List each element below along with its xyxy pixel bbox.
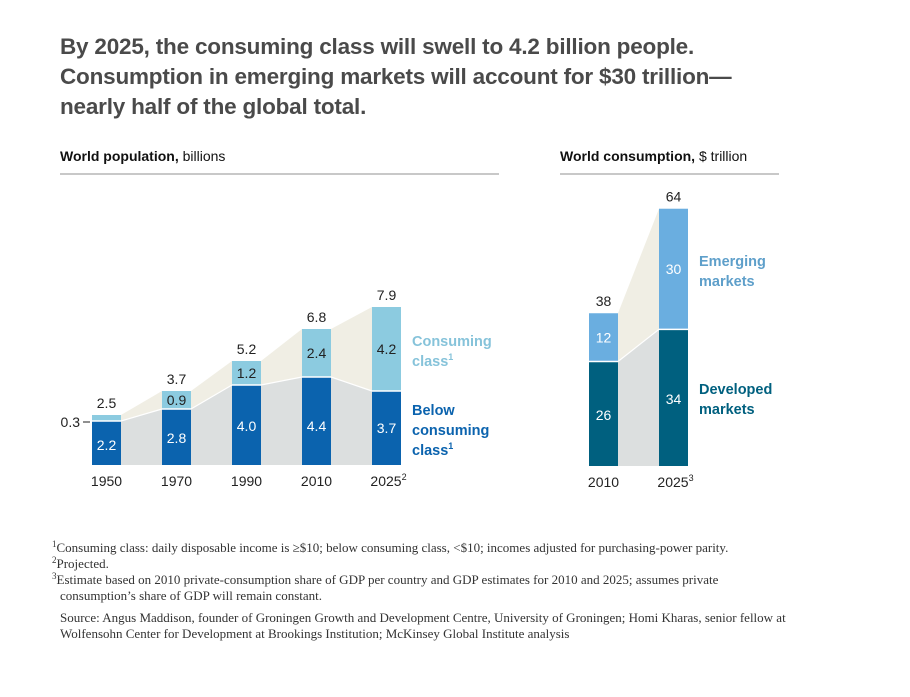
population-category-label: 2010 bbox=[301, 473, 332, 489]
population-category-label-superscript: 2 bbox=[402, 472, 407, 482]
consumption-title-rule bbox=[560, 173, 779, 175]
population-chart-title: World population, billions bbox=[60, 148, 225, 164]
population-upper-connector-area bbox=[261, 329, 302, 385]
consumption-chart-title: World consumption, $ trillion bbox=[560, 148, 747, 164]
footnote-2: 2Projected. bbox=[52, 556, 902, 572]
consumption-lower-connector-area bbox=[618, 329, 659, 466]
consumption-legend-emerging: markets bbox=[699, 274, 755, 290]
consumption-bar-2010-developed bbox=[589, 361, 618, 466]
population-bar-1950-below-consuming bbox=[92, 421, 121, 465]
population-bar-2010-consuming bbox=[302, 329, 331, 377]
population-title-rule bbox=[60, 173, 499, 175]
consumption-bar-2025-emerging bbox=[659, 208, 688, 330]
consumption-value-label-developed: 34 bbox=[666, 391, 682, 407]
population-upper-connector-area bbox=[191, 361, 232, 409]
population-legend-consuming-superscript: 1 bbox=[448, 352, 453, 362]
population-bar-2025-consuming bbox=[372, 307, 401, 391]
consumption-legend-emerging: Emerging bbox=[699, 254, 766, 270]
consumption-total-label: 64 bbox=[666, 189, 682, 205]
population-value-label-consuming: 2.4 bbox=[307, 345, 327, 361]
population-legend-below-consuming-superscript: 1 bbox=[448, 441, 453, 451]
population-value-label-below-consuming: 4.0 bbox=[237, 418, 257, 434]
consumption-legend-developed: Developed bbox=[699, 382, 772, 398]
headline-line-3: nearly half of the global total. bbox=[60, 94, 367, 119]
population-lower-connector-area bbox=[331, 377, 372, 465]
population-lower-connector-area bbox=[191, 385, 232, 465]
population-value-label-consuming: 4.2 bbox=[377, 341, 397, 357]
source-line-1: Source: Angus Maddison, founder of Groni… bbox=[60, 610, 786, 625]
population-connector-divider bbox=[330, 376, 373, 392]
footnotes: 1Consuming class: daily disposable incom… bbox=[52, 540, 902, 642]
population-total-label: 2.5 bbox=[97, 395, 117, 411]
population-total-label: 6.8 bbox=[307, 309, 327, 325]
consumption-connector-divider bbox=[617, 328, 660, 362]
population-value-label-below-consuming: 2.8 bbox=[167, 430, 187, 446]
footnote-3-continued: consumption’s share of GDP will remain c… bbox=[52, 588, 902, 604]
population-total-label: 7.9 bbox=[377, 287, 397, 303]
headline-line-2: Consumption in emerging markets will acc… bbox=[60, 64, 732, 89]
population-upper-connector-area bbox=[331, 307, 372, 391]
footnote-2-marker: 2 bbox=[52, 555, 57, 565]
population-category-label: 1990 bbox=[231, 473, 262, 489]
population-connector-divider bbox=[120, 408, 163, 422]
footnote-3-text: Estimate based on 2010 private-consumpti… bbox=[56, 572, 719, 587]
source-line-2: Wolfensohn Center for Development at Bro… bbox=[60, 626, 570, 641]
population-bar-1970-consuming bbox=[162, 391, 191, 409]
consumption-category-label: 2010 bbox=[588, 474, 619, 490]
population-category-label: 20252 bbox=[370, 472, 406, 489]
headline-line-1: By 2025, the consuming class will swell … bbox=[60, 34, 695, 59]
consumption-bar-2010-emerging bbox=[589, 313, 618, 362]
population-value-label-consuming: 1.2 bbox=[237, 365, 257, 381]
population-bar-1990-below-consuming bbox=[232, 385, 261, 465]
footnote-1-text: Consuming class: daily disposable income… bbox=[56, 540, 729, 555]
population-value-label-consuming: 0.9 bbox=[167, 392, 187, 408]
population-category-label: 1970 bbox=[161, 473, 192, 489]
population-legend-consuming: Consuming bbox=[412, 334, 492, 350]
consumption-legend-developed: markets bbox=[699, 402, 755, 418]
consumption-category-label: 20253 bbox=[657, 473, 693, 490]
consumption-value-label-developed: 26 bbox=[596, 407, 612, 423]
population-lower-connector-area bbox=[121, 409, 162, 465]
population-connector-divider bbox=[190, 384, 233, 410]
footnote-1-marker: 1 bbox=[52, 539, 57, 549]
population-legend-below-consuming: class1 bbox=[412, 441, 453, 459]
consumption-category-label-superscript: 3 bbox=[689, 473, 694, 483]
population-bar-2010-below-consuming bbox=[302, 377, 331, 465]
source-note: Source: Angus Maddison, founder of Groni… bbox=[52, 610, 902, 642]
consumption-upper-connector-area bbox=[618, 208, 659, 362]
headline: By 2025, the consuming class will swell … bbox=[60, 32, 860, 122]
population-value-label-below-consuming: 3.7 bbox=[377, 420, 397, 436]
footnote-1: 1Consuming class: daily disposable incom… bbox=[52, 540, 902, 556]
footnote-3: 3Estimate based on 2010 private-consumpt… bbox=[52, 572, 902, 588]
consumption-title-bold: World consumption, bbox=[560, 148, 696, 164]
population-title-bold: World population, bbox=[60, 148, 179, 164]
footnote-3-marker: 3 bbox=[52, 571, 57, 581]
population-category-label: 1950 bbox=[91, 473, 122, 489]
population-title-unit: billions bbox=[178, 148, 226, 164]
population-total-label: 5.2 bbox=[237, 341, 257, 357]
population-bar-1970-below-consuming bbox=[162, 409, 191, 465]
population-legend-below-consuming: Below bbox=[412, 403, 455, 419]
footnote-3-cont-text: consumption’s share of GDP will remain c… bbox=[60, 588, 323, 603]
population-lower-connector-area bbox=[261, 377, 302, 465]
population-bar-1990-consuming bbox=[232, 361, 261, 385]
consumption-value-label-emerging: 12 bbox=[596, 329, 612, 345]
consumption-value-label-emerging: 30 bbox=[666, 261, 682, 277]
population-legend-below-consuming: consuming bbox=[412, 423, 489, 439]
population-total-label: 3.7 bbox=[167, 371, 187, 387]
consumption-total-label: 38 bbox=[596, 293, 612, 309]
population-value-label-below-consuming: 2.2 bbox=[97, 437, 117, 453]
population-upper-connector-area bbox=[121, 391, 162, 421]
population-value-label-consuming: 0.3 bbox=[61, 414, 81, 430]
population-value-label-below-consuming: 4.4 bbox=[307, 418, 327, 434]
population-legend-consuming: class1 bbox=[412, 352, 453, 370]
population-bar-1950-consuming bbox=[92, 415, 121, 421]
population-connector-divider bbox=[260, 376, 303, 386]
footnote-2-text: Projected. bbox=[56, 556, 109, 571]
consumption-bar-2025-developed bbox=[659, 329, 688, 466]
consumption-title-unit: $ trillion bbox=[695, 148, 748, 164]
population-bar-2025-below-consuming bbox=[372, 391, 401, 465]
